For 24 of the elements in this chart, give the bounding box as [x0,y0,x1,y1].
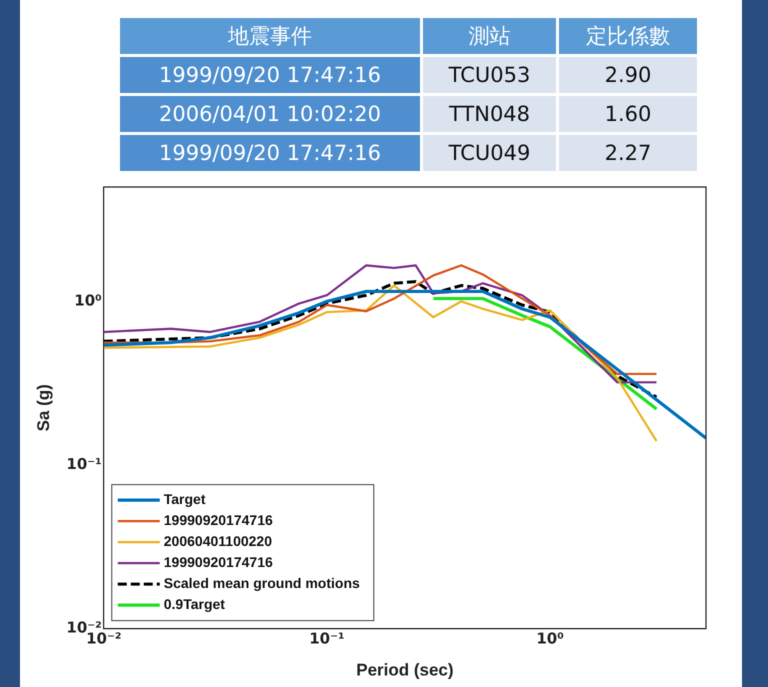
text: 1999/09/20 17:47:16 [120,57,420,93]
text: 定比係數 [559,18,697,54]
y-tick-label: 10⁻¹ [66,454,102,473]
y-axis-title: Sa (g) [34,384,53,432]
x-tick-label: 10⁻¹ [309,629,345,648]
text: 2.27 [559,135,697,171]
legend-label: 19990920174716 [164,554,273,570]
y-tick-label: 10⁰ [74,291,102,310]
text: 2.90 [559,57,697,93]
text: TTN048 [423,96,556,132]
legend-label: Target [164,490,206,507]
legend-label: Scaled mean ground motions [164,574,360,591]
text: 1.60 [559,96,697,132]
x-tick-label: 10⁰ [536,629,564,648]
text: 1999/09/20 17:47:16 [120,135,420,171]
legend-label: 0.9Target [164,596,226,612]
legend-label: 20060401100220 [164,532,272,549]
x-axis-title: Period (sec) [356,660,454,680]
text: 2006/04/01 10:02:20 [120,96,420,132]
text: TCU049 [423,135,556,171]
text: 測站 [423,18,556,54]
text: 地震事件 [120,18,420,54]
text: TCU053 [423,57,556,93]
legend-label: 19990920174716 [164,512,273,528]
